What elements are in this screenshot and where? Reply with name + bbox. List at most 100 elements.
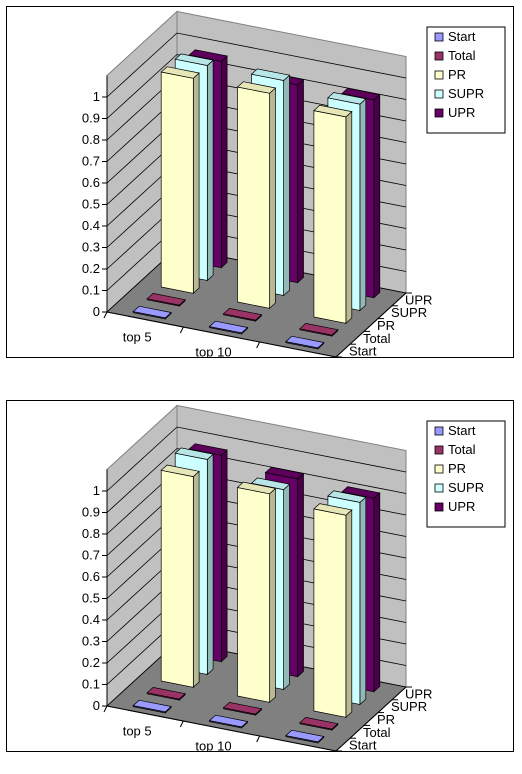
legend-item-pr: PR — [434, 67, 466, 82]
legend-label: Start — [448, 423, 476, 438]
bar-pr-top-5 — [160, 464, 200, 689]
y-tick-label: 0.1 — [82, 283, 100, 298]
depth-category-label: SUPR — [391, 699, 427, 714]
bar-start-top-10 — [208, 320, 249, 335]
depth-category-label: UPR — [405, 292, 432, 307]
legend-label: PR — [448, 461, 466, 476]
chart-osim-plot: CTI data - OSim00.10.20.30.40.50.60.70.8… — [82, 10, 506, 358]
bar-total-top-10 — [222, 308, 263, 322]
x-tick-mark — [179, 326, 184, 334]
legend-label: PR — [448, 67, 466, 82]
bar-pr-top-20 — [313, 503, 353, 719]
legend-swatch — [434, 89, 444, 99]
y-tick-label: 0 — [93, 698, 100, 713]
legend-label: Start — [448, 29, 476, 44]
x-tick-mark — [256, 341, 261, 349]
x-category-label: top 10 — [195, 739, 231, 752]
x-tick-mark — [179, 720, 184, 728]
legend-item-total: Total — [434, 442, 476, 457]
x-tick-mark — [103, 311, 108, 319]
bar-start-top-5 — [132, 699, 172, 714]
y-tick-label: 0.9 — [82, 505, 100, 520]
y-tick-label: 0.4 — [82, 218, 100, 233]
y-tick-label: 0.8 — [82, 132, 100, 147]
depth-axis — [335, 686, 407, 751]
legend-item-upr: UPR — [434, 499, 475, 514]
y-tick-label: 0.3 — [82, 634, 100, 649]
depth-category-label: Start — [349, 344, 377, 357]
depth-category-label: Total — [363, 331, 391, 346]
depth-category-label: Start — [349, 738, 377, 751]
y-tick-label: 0.6 — [82, 569, 100, 584]
depth-category-label: PR — [377, 712, 395, 727]
y-tick-label: 1 — [93, 483, 100, 498]
x-axis — [106, 311, 337, 357]
legend-item-start: Start — [434, 29, 476, 44]
legend-label: SUPR — [448, 480, 484, 495]
depth-category-label: SUPR — [391, 305, 427, 320]
legend-swatch — [434, 108, 444, 118]
x-tick-mark — [103, 705, 108, 713]
legend-item-total: Total — [434, 48, 476, 63]
legend-item-upr: UPR — [434, 105, 475, 120]
gridline — [106, 426, 407, 492]
bar-pr-top-20 — [313, 104, 353, 325]
y-tick-label: 0 — [93, 304, 100, 319]
legend-swatch — [434, 32, 444, 42]
legend-item-supr: SUPR — [434, 86, 484, 101]
x-tick-mark — [256, 735, 261, 743]
gridline — [106, 32, 407, 98]
bar-start-top-20 — [285, 729, 325, 744]
bar-total-top-5 — [146, 293, 186, 307]
chart-ksim-plot: CTI data - KSim00.10.20.30.40.50.60.70.8… — [82, 404, 506, 752]
legend-swatch — [434, 70, 444, 80]
y-tick-label: 0.3 — [82, 240, 100, 255]
legend-label: UPR — [448, 105, 475, 120]
chart-ksim: CTI data - KSim00.10.20.30.40.50.60.70.8… — [6, 400, 514, 752]
y-tick-label: 0.7 — [82, 548, 100, 563]
x-axis — [106, 705, 337, 751]
y-tick-label: 0.8 — [82, 526, 100, 541]
legend-swatch — [434, 464, 444, 474]
bar-pr-top-5 — [160, 66, 200, 295]
y-tick-label: 0.5 — [82, 591, 100, 606]
y-tick-label: 0.9 — [82, 111, 100, 126]
y-tick-label: 0.2 — [82, 261, 100, 276]
legend-swatch — [434, 51, 444, 61]
y-tick-label: 1 — [93, 89, 100, 104]
depth-category-label: Total — [363, 725, 391, 740]
legend-swatch — [434, 483, 444, 493]
legend-label: Total — [448, 442, 476, 457]
x-category-label: top 5 — [123, 330, 152, 345]
legend-swatch — [434, 502, 444, 512]
legend-label: Total — [448, 48, 476, 63]
bar-total-top-5 — [146, 687, 186, 701]
bar-total-top-10 — [222, 702, 263, 716]
y-tick-label: 0.6 — [82, 175, 100, 190]
depth-axis — [335, 292, 407, 357]
bar-start-top-20 — [285, 335, 325, 350]
y-tick-label: 0.7 — [82, 154, 100, 169]
bar-pr-top-10 — [236, 481, 277, 704]
depth-category-label: UPR — [405, 686, 432, 701]
legend-item-start: Start — [434, 423, 476, 438]
legend-swatch — [434, 426, 444, 436]
y-tick-label: 0.1 — [82, 677, 100, 692]
x-category-label: top 10 — [195, 345, 231, 358]
gridline — [106, 448, 407, 513]
bar-total-top-20 — [299, 717, 339, 731]
bar-total-top-20 — [299, 323, 339, 337]
x-category-label: top 5 — [123, 724, 152, 739]
gridline — [106, 54, 407, 119]
bar-pr-top-10 — [236, 81, 277, 310]
y-tick-label: 0.5 — [82, 197, 100, 212]
y-tick-label: 0.2 — [82, 655, 100, 670]
legend-item-supr: SUPR — [434, 480, 484, 495]
legend: Start Total PR SUPR UPR — [426, 26, 506, 134]
bar-start-top-5 — [132, 305, 172, 320]
legend-label: SUPR — [448, 86, 484, 101]
y-tick-label: 0.4 — [82, 612, 100, 627]
legend-swatch — [434, 445, 444, 455]
depth-category-label: PR — [377, 318, 395, 333]
bar-start-top-10 — [208, 714, 249, 729]
